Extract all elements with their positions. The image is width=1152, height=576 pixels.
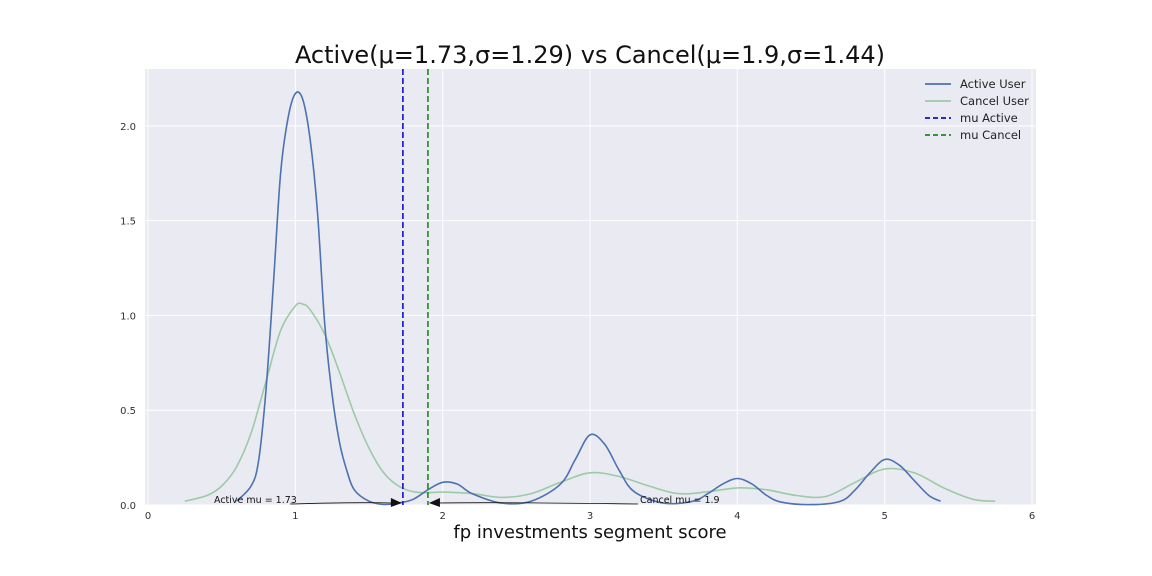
grid (145, 69, 1036, 506)
legend-label: Active User (960, 77, 1026, 91)
x-tick-label: 0 (145, 511, 151, 522)
annotation-arrow-active (289, 502, 393, 505)
x-tick-label: 6 (1029, 511, 1035, 522)
axis-ticks: 0 1 2 3 4 5 6 0.0 0.5 1.0 1.5 2.0 (120, 122, 1035, 522)
mean-lines (402, 69, 429, 505)
legend: Active User Cancel User mu Active mu Cancel (925, 77, 1029, 142)
chart-title: Active(μ=1.73,σ=1.29) vs Cancel(μ=1.9,σ=… (295, 41, 885, 69)
x-tick-label: 4 (734, 511, 740, 522)
y-tick-label: 2.0 (120, 122, 136, 133)
annotation-arrowhead-active (390, 498, 402, 507)
x-tick-label: 3 (587, 511, 593, 522)
series-line-active-user (235, 91, 942, 506)
x-tick-label: 5 (881, 511, 887, 522)
annotations: Active mu = 1.73 Cancel mu = 1.9 (214, 495, 720, 507)
annotation-active-mu: Active mu = 1.73 (214, 495, 297, 506)
y-tick-label: 0.0 (120, 501, 136, 512)
series-layer (184, 91, 996, 506)
annotation-arrowhead-cancel (428, 498, 440, 507)
annotation-arrow-cancel (437, 502, 639, 505)
y-tick-label: 1.0 (120, 311, 136, 322)
y-tick-label: 0.5 (120, 406, 136, 417)
x-tick-label: 2 (439, 511, 445, 522)
series-line-cancel-user (184, 302, 996, 502)
x-tick-label: 1 (292, 511, 298, 522)
legend-label: mu Cancel (960, 128, 1021, 142)
annotation-cancel-mu: Cancel mu = 1.9 (640, 495, 720, 506)
legend-label: Cancel User (960, 94, 1029, 108)
y-tick-label: 1.5 (120, 217, 136, 228)
x-axis-label: fp investments segment score (453, 522, 726, 543)
legend-label: mu Active (960, 111, 1018, 125)
